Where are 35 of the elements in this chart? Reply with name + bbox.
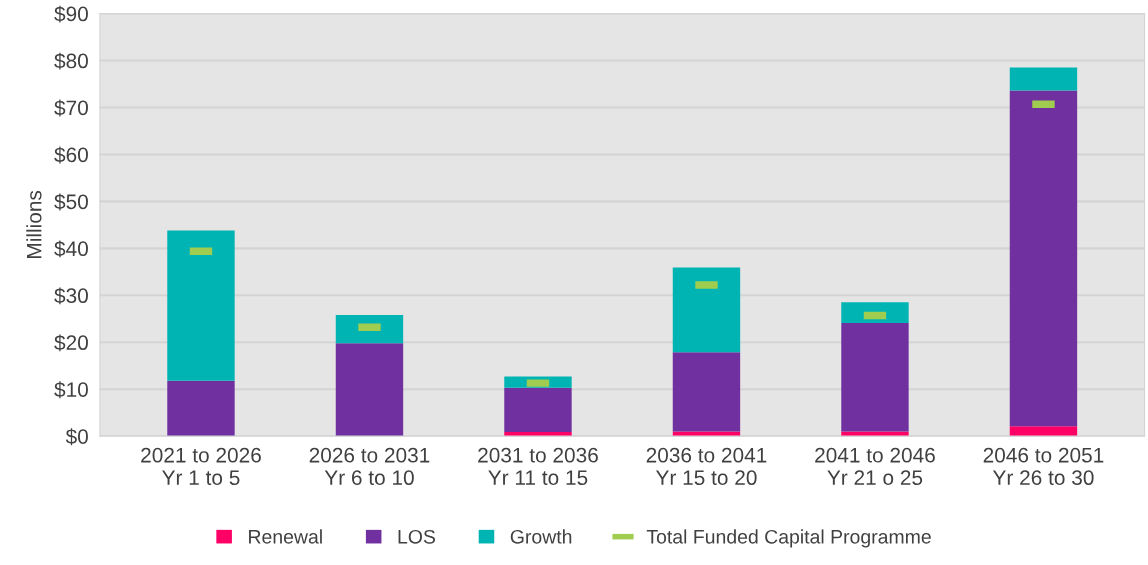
legend-label: LOS [398, 529, 436, 544]
y-tick-label: $10 [54, 381, 88, 399]
y-tick-label: $30 [54, 287, 88, 305]
bar [504, 431, 572, 437]
bar [841, 323, 909, 432]
legend-label: Renewal [249, 529, 322, 544]
y-tick-label: $20 [54, 334, 88, 352]
y-axis-title: Millions [26, 190, 42, 258]
y-tick-label: $0 [65, 428, 88, 446]
y-tick-label: $90 [54, 5, 88, 23]
x-tick-label: 2036 to 2041 Yr 15 to 20 [646, 447, 767, 486]
legend-label: Total Funded Capital Programme [646, 529, 931, 548]
bar [335, 315, 404, 344]
x-tick-label: 2046 to 2051 Yr 26 to 30 [983, 447, 1104, 486]
y-tick-label: $40 [54, 240, 88, 258]
x-tick-label: 2021 to 2026 Yr 1 to 5 [141, 447, 261, 486]
bar [335, 343, 404, 437]
bar [167, 380, 235, 437]
bar [167, 230, 235, 381]
x-tick-label: 2041 to 2046 Yr 21 o 25 [815, 447, 935, 486]
bar [1009, 67, 1078, 91]
bar [1009, 90, 1078, 427]
x-tick-label: 2026 to 2031 Yr 6 to 10 [309, 447, 430, 486]
bar [504, 387, 572, 432]
bar [672, 431, 741, 437]
legend-label: Growth [510, 529, 572, 544]
x-tick-label: 2031 to 2036 Yr 11 to 15 [478, 447, 598, 486]
y-tick-label: $60 [54, 146, 88, 164]
bar [672, 267, 741, 353]
bar [672, 352, 741, 432]
bar [1009, 426, 1078, 437]
bar [841, 431, 909, 437]
y-tick-label: $70 [54, 99, 88, 117]
y-tick-label: $80 [54, 52, 88, 70]
y-tick-label: $50 [54, 193, 88, 211]
